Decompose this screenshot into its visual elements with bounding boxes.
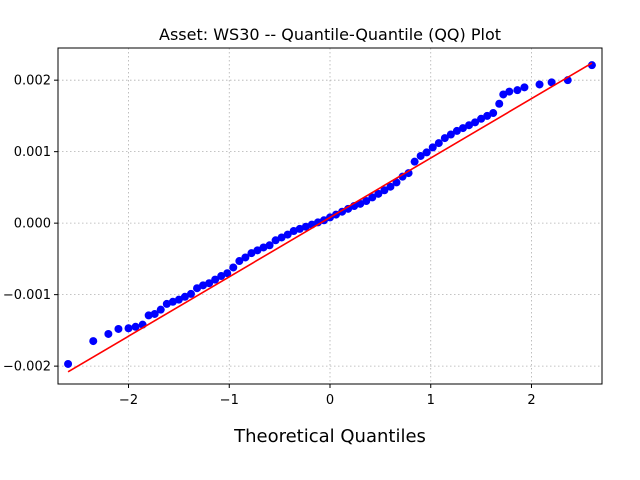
grid-lines bbox=[58, 48, 602, 384]
data-point bbox=[283, 230, 292, 239]
data-point bbox=[162, 299, 171, 308]
data-point bbox=[104, 329, 113, 338]
data-point bbox=[199, 281, 208, 290]
data-point bbox=[489, 109, 498, 118]
data-point bbox=[211, 275, 220, 284]
data-point bbox=[547, 78, 556, 87]
plot-frame bbox=[57, 47, 603, 385]
data-point bbox=[277, 233, 286, 242]
data-point bbox=[193, 284, 202, 293]
data-point bbox=[380, 186, 389, 195]
data-point bbox=[471, 118, 480, 127]
data-point bbox=[452, 126, 461, 135]
data-point bbox=[124, 324, 133, 333]
x-tick-label: 0 bbox=[326, 393, 334, 408]
data-point bbox=[168, 297, 177, 306]
data-point bbox=[520, 83, 529, 92]
data-point bbox=[253, 246, 262, 255]
data-point bbox=[404, 169, 413, 178]
x-axis-label: Theoretical Quantiles bbox=[233, 426, 426, 447]
data-point bbox=[434, 139, 443, 148]
data-point bbox=[313, 218, 322, 227]
data-point bbox=[499, 90, 508, 99]
data-point bbox=[174, 295, 183, 304]
data-point bbox=[289, 227, 298, 236]
data-point bbox=[483, 111, 492, 120]
data-point bbox=[271, 236, 280, 245]
data-point bbox=[186, 289, 195, 298]
y-tick-label: −0.002 bbox=[3, 360, 51, 375]
data-point bbox=[477, 114, 486, 123]
data-point bbox=[223, 269, 232, 278]
x-tick-label: 2 bbox=[527, 393, 535, 408]
data-point bbox=[217, 272, 226, 281]
sample-points bbox=[64, 61, 596, 368]
data-point bbox=[458, 124, 467, 133]
y-tick-label: 0.000 bbox=[14, 217, 51, 232]
x-tick-label: −1 bbox=[220, 393, 239, 408]
data-point bbox=[156, 305, 165, 314]
data-point bbox=[150, 309, 159, 318]
data-point bbox=[241, 253, 250, 262]
data-point bbox=[295, 224, 304, 233]
data-point bbox=[428, 143, 437, 152]
data-point bbox=[392, 178, 401, 187]
data-point bbox=[301, 222, 310, 231]
data-point bbox=[356, 199, 365, 208]
y-tick-label: −0.001 bbox=[3, 288, 51, 303]
data-point bbox=[131, 322, 140, 331]
data-point bbox=[587, 61, 596, 70]
data-point bbox=[495, 99, 504, 108]
data-point bbox=[265, 241, 274, 250]
data-point bbox=[440, 134, 449, 143]
reference-line bbox=[67, 62, 593, 373]
data-point bbox=[114, 324, 123, 333]
data-point bbox=[465, 121, 474, 130]
data-point bbox=[205, 279, 214, 288]
data-point bbox=[398, 172, 407, 181]
y-tick-label: 0.001 bbox=[14, 145, 51, 160]
x-tick-label: −2 bbox=[119, 393, 138, 408]
x-axis-ticks: −2 −1 0 1 2 bbox=[119, 384, 536, 408]
data-point bbox=[144, 311, 153, 320]
data-point bbox=[513, 86, 522, 95]
data-point bbox=[180, 292, 189, 301]
data-point bbox=[229, 263, 238, 272]
data-point bbox=[505, 87, 514, 96]
data-point bbox=[374, 189, 383, 198]
data-point bbox=[247, 249, 256, 258]
data-point bbox=[368, 193, 377, 202]
data-point bbox=[386, 182, 395, 191]
data-point bbox=[362, 196, 371, 205]
data-point bbox=[410, 157, 419, 166]
data-point bbox=[446, 130, 455, 139]
data-point bbox=[89, 337, 98, 346]
data-point bbox=[64, 359, 73, 368]
x-tick-label: 1 bbox=[427, 393, 435, 408]
chart-title: Asset: WS30 -- Quantile-Quantile (QQ) Pl… bbox=[159, 25, 501, 44]
y-tick-label: 0.002 bbox=[14, 74, 51, 89]
data-point bbox=[344, 204, 353, 213]
data-point bbox=[422, 148, 431, 157]
data-point bbox=[235, 257, 244, 266]
data-point bbox=[416, 151, 425, 160]
data-point bbox=[535, 80, 544, 89]
data-point bbox=[259, 243, 268, 252]
y-axis-ticks: −0.002 −0.001 0.000 0.001 0.002 bbox=[3, 74, 58, 375]
